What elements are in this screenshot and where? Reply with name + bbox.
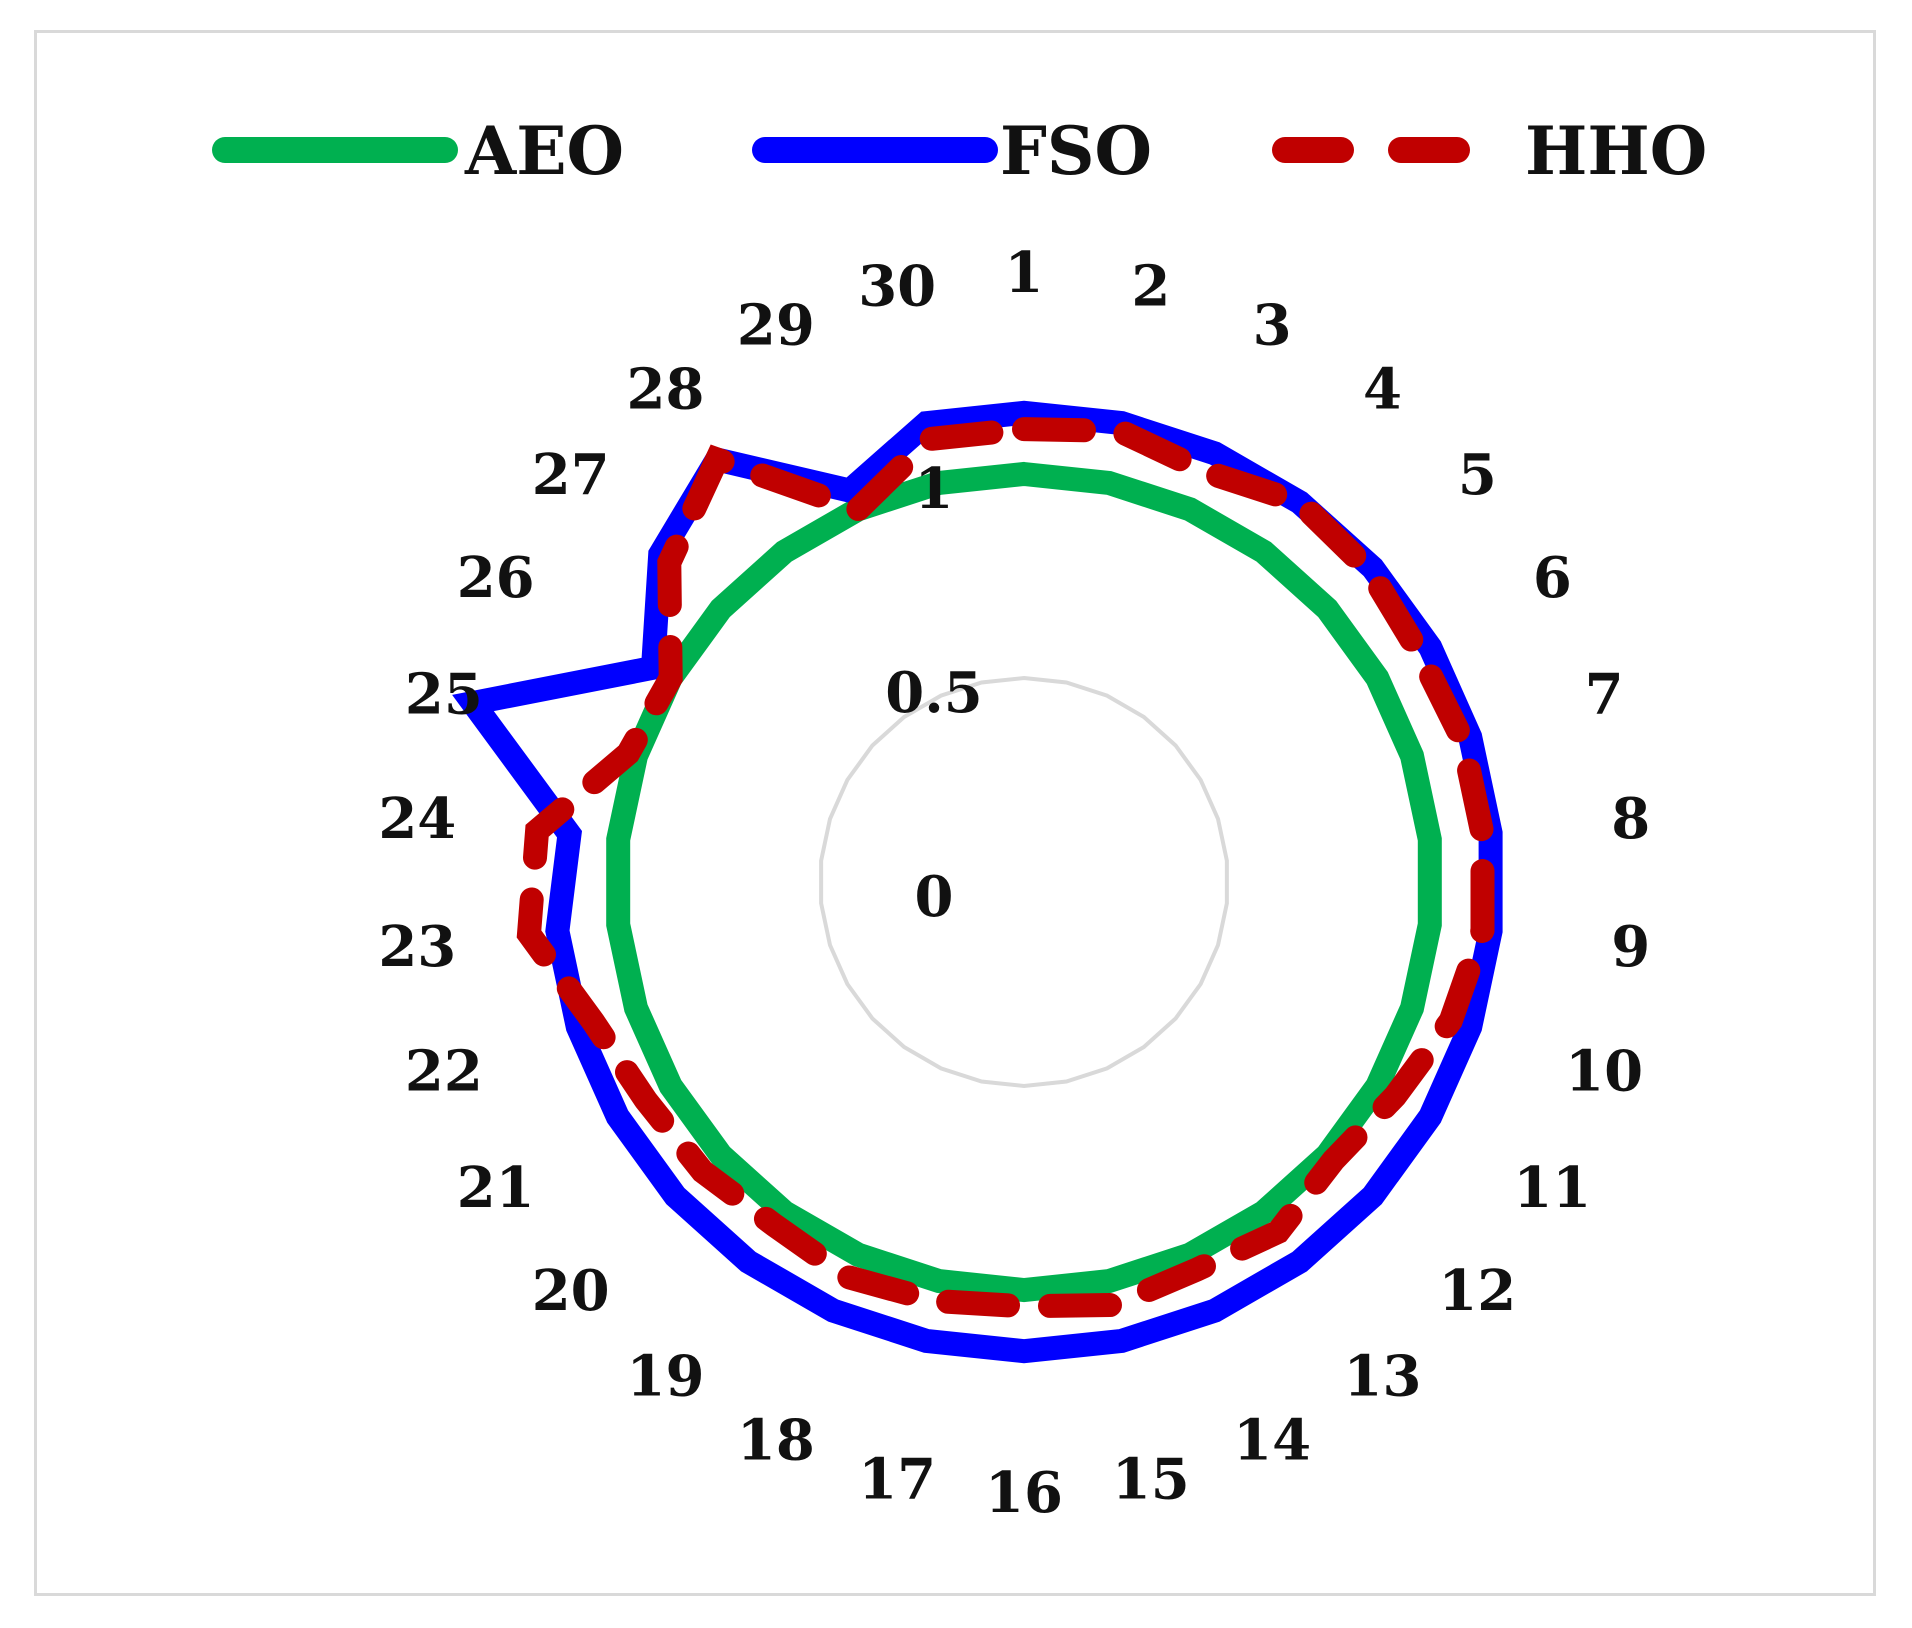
category-label: 8: [1611, 786, 1650, 852]
category-label: 9: [1611, 914, 1650, 980]
category-label: 29: [737, 293, 815, 359]
category-label: 24: [378, 786, 456, 852]
category-label: 12: [1438, 1258, 1516, 1324]
r-tick-label: 0.5: [885, 660, 982, 726]
r-tick-label: 1: [915, 456, 954, 522]
legend: AEO FSO HHO: [225, 112, 1707, 190]
r-tick-label: 0: [915, 864, 954, 930]
series-aeo-line: [618, 474, 1430, 1290]
category-label: 14: [1233, 1407, 1311, 1473]
category-label: 11: [1513, 1155, 1591, 1221]
category-label: 15: [1112, 1447, 1190, 1513]
category-label: 30: [858, 253, 936, 319]
category-label: 13: [1344, 1344, 1422, 1410]
legend-label-hho: HHO: [1525, 112, 1707, 190]
category-label: 25: [405, 662, 483, 728]
category-label: 1: [1005, 240, 1044, 306]
category-label: 5: [1458, 442, 1497, 508]
category-label: 20: [532, 1258, 610, 1324]
category-label: 4: [1363, 357, 1402, 423]
category-label: 2: [1131, 253, 1170, 319]
grid-ring-0-5: [821, 678, 1227, 1086]
category-label: 19: [627, 1344, 705, 1410]
radar-series: [473, 413, 1491, 1351]
category-label: 16: [985, 1460, 1063, 1526]
category-label: 23: [378, 914, 456, 980]
category-label: 18: [737, 1407, 815, 1473]
category-label: 6: [1533, 545, 1572, 611]
category-label: 26: [457, 545, 535, 611]
category-label: 7: [1585, 662, 1624, 728]
category-label: 21: [457, 1155, 535, 1221]
category-label: 10: [1565, 1039, 1643, 1105]
category-label: 28: [627, 357, 705, 423]
category-label: 27: [532, 442, 610, 508]
category-label: 22: [405, 1039, 483, 1105]
legend-label-aeo: AEO: [464, 112, 624, 190]
category-label: 17: [858, 1447, 936, 1513]
category-label: 3: [1253, 293, 1292, 359]
legend-label-fso: FSO: [1000, 112, 1152, 190]
